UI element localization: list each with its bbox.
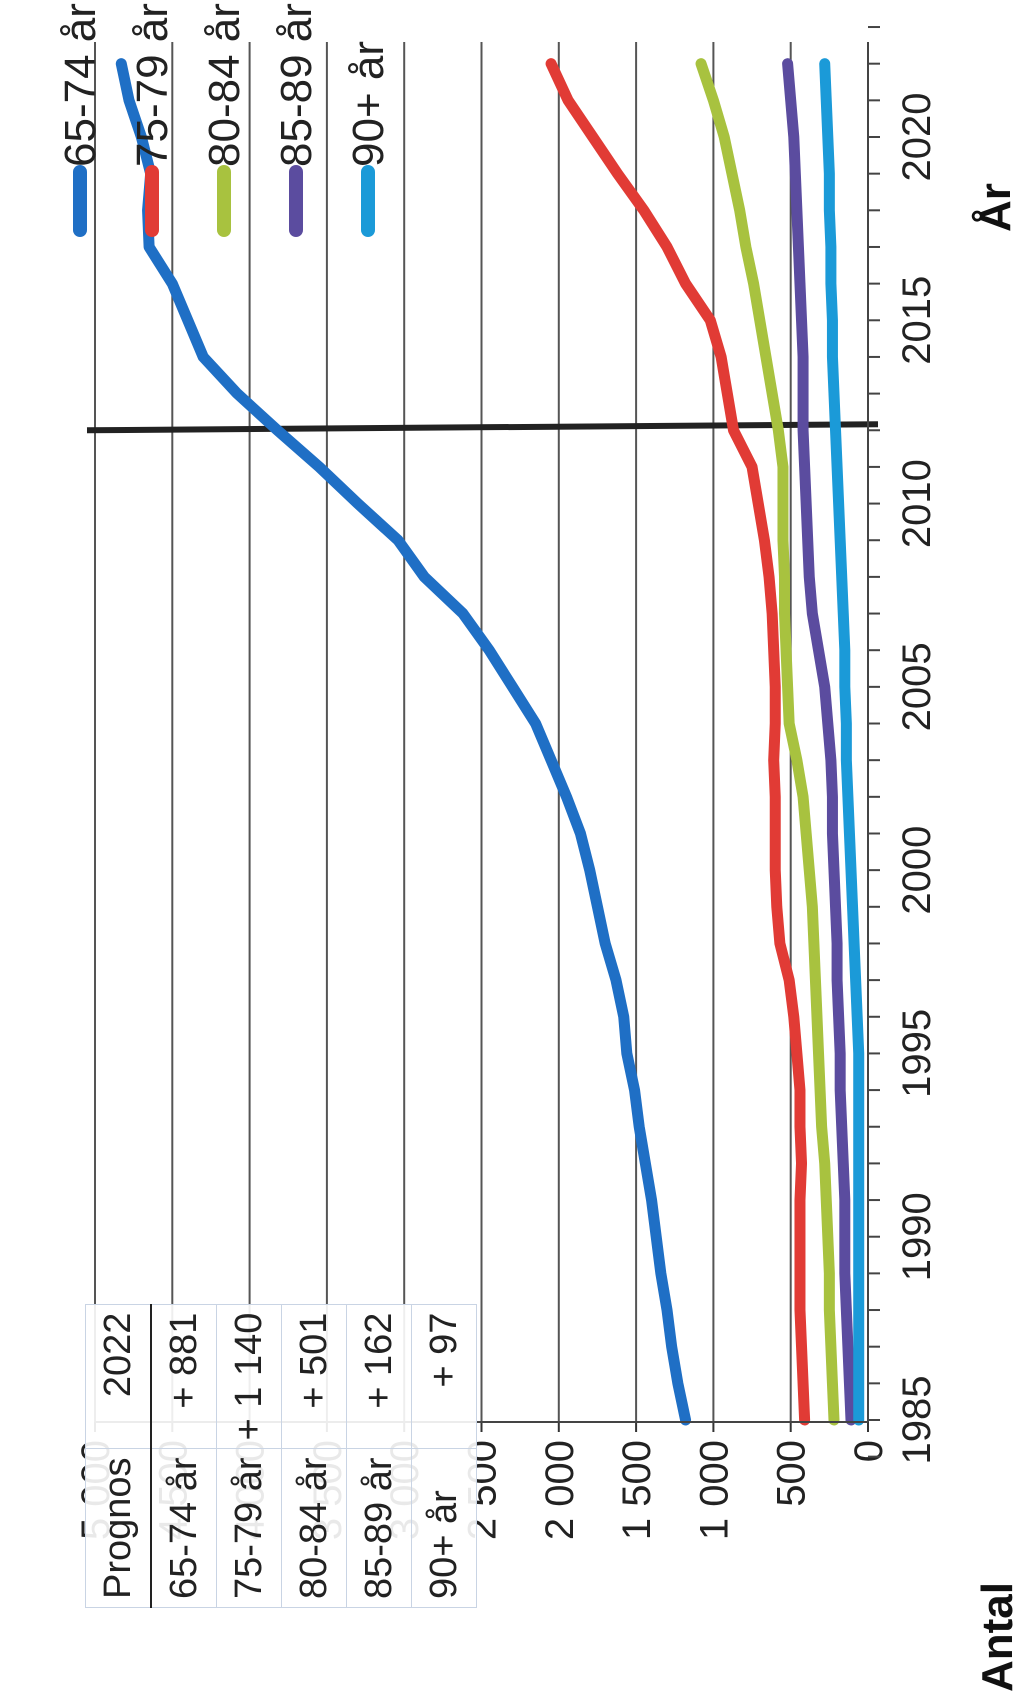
legend-label: 80-84 år [200, 3, 249, 167]
x-tick-label: 2020 [895, 93, 939, 182]
prognos-header-label: Prognos [85, 1448, 151, 1608]
prognos-row-label: 65-74 år [151, 1448, 217, 1608]
prognos-row-value: + 881 [151, 1304, 217, 1449]
prognos-row-value: + 501 [281, 1304, 347, 1449]
y-tick-label: 1 000 [692, 1440, 736, 1540]
marker-layer [86, 421, 879, 434]
legend-label: 75-79 år [128, 3, 177, 167]
legend-label: 85-89 år [272, 3, 321, 167]
prognos-header-row: Prognos 2022 [85, 1304, 151, 1608]
grid-layer [94, 42, 792, 1422]
series-line [819, 58, 865, 1426]
y-tick-label: 500 [770, 1440, 814, 1507]
series-layer [115, 58, 865, 1426]
y-axis-title: Antal [973, 1582, 1022, 1692]
prognos-row-value: + 162 [346, 1304, 412, 1449]
current-year-marker-line [86, 421, 879, 434]
x-tick-label: 2005 [895, 642, 939, 731]
prognos-row: 75-79 år + 1 140 [216, 1304, 282, 1608]
legend-label: 65-74 år [56, 3, 105, 167]
x-tick-label: 2010 [895, 459, 939, 548]
series-line [695, 58, 840, 1426]
legend-label: 90+ år [344, 41, 393, 167]
prognos-row-value: + 1 140 [216, 1304, 282, 1449]
prognos-row-label: 80-84 år [281, 1448, 347, 1608]
prognos-row-label: 85-89 år [346, 1448, 412, 1608]
prognos-header-year: 2022 [85, 1304, 151, 1449]
prognos-row-label: 75-79 år [216, 1448, 282, 1608]
prognos-row: 65-74 år + 881 [151, 1304, 217, 1608]
series-line [115, 58, 692, 1426]
x-axis-title: År [971, 183, 1020, 232]
x-tick-label: 1985 [895, 1376, 939, 1465]
y-tick-label: 2 000 [538, 1440, 582, 1540]
legend-layer: 65-74 år 75-79 år 80-84 år 85-89 år 90+ år [56, 3, 393, 237]
prognos-row: 80-84 år + 501 [281, 1304, 347, 1608]
prognos-row: 90+ år + 97 [411, 1304, 477, 1608]
prognos-row-label: 90+ år [411, 1448, 477, 1608]
prognos-row: 85-89 år + 162 [346, 1304, 412, 1608]
x-tick-label: 2000 [895, 826, 939, 915]
series-line [545, 58, 811, 1426]
y-tick-label: 0 [847, 1440, 891, 1462]
y-tick-label: 1 500 [615, 1440, 659, 1540]
prognos-row-value: + 97 [411, 1304, 477, 1449]
x-tick-label: 2015 [895, 276, 939, 365]
series-line [782, 58, 857, 1426]
prognos-table: Prognos 2022 65-74 år + 881 75-79 år + 1… [85, 1303, 477, 1608]
x-tick-label: 1995 [895, 1009, 939, 1098]
x-tick-label: 1990 [895, 1192, 939, 1281]
